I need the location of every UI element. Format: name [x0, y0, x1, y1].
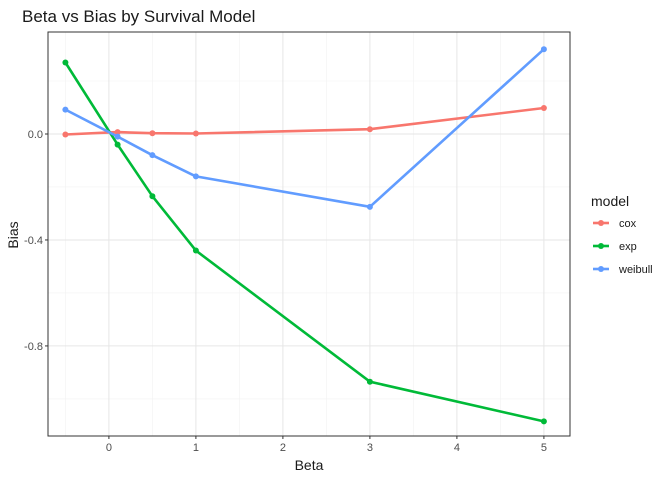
x-axis-title: Beta: [295, 457, 324, 473]
data-point-weibull: [366, 203, 373, 210]
legend-title: model: [591, 193, 629, 209]
data-point-cox: [62, 131, 69, 138]
series-exp: [62, 59, 547, 425]
data-point-weibull: [114, 133, 121, 140]
series-cox: [62, 105, 547, 138]
data-point-exp: [540, 418, 547, 425]
data-point-cox: [192, 130, 199, 137]
legend-key-point: [598, 243, 604, 249]
legend-item-exp: exp: [593, 241, 637, 253]
data-point-weibull: [62, 106, 69, 113]
y-tick-label: -0.8: [24, 341, 43, 353]
x-axis-ticks: 0 1 2 3 4 5: [106, 436, 547, 454]
legend-label: weibull: [618, 264, 653, 276]
data-point-exp: [62, 59, 69, 66]
x-tick-label: 0: [106, 442, 112, 454]
grid-minor: [48, 32, 570, 436]
y-tick-label: -0.4: [24, 235, 43, 247]
x-tick-label: 5: [541, 442, 547, 454]
legend-label: cox: [619, 218, 637, 230]
y-tick-label: 0.0: [28, 129, 43, 141]
data-point-cox: [114, 129, 121, 136]
legend: model cox exp weibull: [591, 193, 653, 276]
series-line-cox: [65, 106, 545, 136]
legend-key-point: [598, 220, 604, 226]
chart-title: Beta vs Bias by Survival Model: [22, 7, 255, 26]
legend-label: exp: [619, 241, 637, 253]
legend-item-weibull: weibull: [593, 264, 653, 276]
data-point-cox: [149, 130, 156, 137]
data-point-exp: [366, 378, 373, 385]
data-point-cox: [366, 126, 373, 133]
y-axis-title: Bias: [5, 221, 21, 248]
grid-major: [48, 32, 570, 436]
y-axis-ticks: 0.0 -0.4 -0.8: [24, 129, 48, 353]
data-point-exp: [114, 141, 121, 148]
data-point-weibull: [540, 46, 547, 53]
data-point-weibull: [149, 152, 156, 159]
data-point-weibull: [192, 173, 199, 180]
legend-key-point: [598, 266, 604, 272]
series-weibull: [62, 46, 547, 210]
x-tick-label: 2: [280, 442, 286, 454]
panel-border: [47, 31, 571, 437]
data-point-cox: [540, 105, 547, 112]
x-tick-label: 3: [367, 442, 373, 454]
data-point-exp: [192, 247, 199, 254]
legend-item-cox: cox: [593, 218, 637, 230]
series-line-weibull: [64, 48, 545, 209]
data-point-exp: [149, 193, 156, 200]
series-layer: [62, 46, 547, 425]
x-tick-label: 4: [454, 442, 460, 454]
x-tick-label: 1: [193, 442, 199, 454]
